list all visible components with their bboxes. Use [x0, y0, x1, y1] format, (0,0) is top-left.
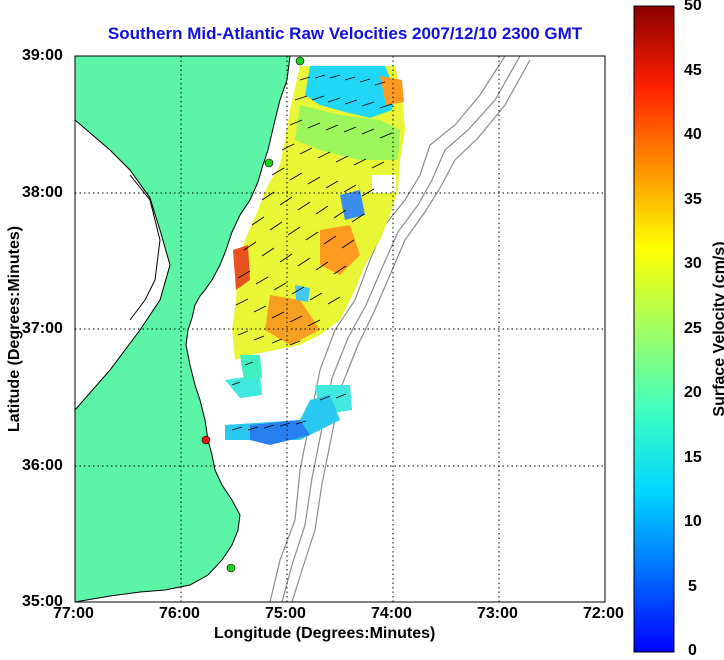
- colorbar-tick-label: 35: [684, 191, 702, 208]
- velocity-vectors: [231, 74, 393, 431]
- colorbar-tick-label: 50: [684, 0, 702, 14]
- colorbar-tick-label: 10: [684, 513, 702, 530]
- x-tick-label: 77:00: [53, 605, 94, 622]
- station-marker: [295, 56, 305, 66]
- colorbar-tick-label: 15: [684, 449, 702, 466]
- grid-lines: [75, 56, 605, 602]
- colorbar-tick-label: 30: [684, 255, 702, 272]
- x-tick-label: 72:00: [583, 605, 624, 622]
- x-tick-label: 75:00: [265, 605, 306, 622]
- station-marker: [201, 435, 211, 445]
- colorbar-label: Surface Velocity (cm/s): [711, 241, 724, 417]
- colorbar-tick-label: 5: [688, 578, 697, 595]
- bathymetry-contours: [269, 56, 531, 602]
- colorbar: [633, 5, 675, 653]
- colorbar-tick-label: 40: [684, 126, 702, 143]
- y-axis-label: Latitude (Degrees:Minutes): [6, 225, 23, 433]
- plot-frame: [74, 55, 606, 603]
- map-title: Southern Mid-Atlantic Raw Velocities 200…: [107, 24, 583, 43]
- y-tick-label: 37:00: [22, 320, 63, 337]
- x-tick-label: 76:00: [159, 605, 200, 622]
- colorbar-tick-label: 20: [684, 384, 702, 401]
- velocity-field: [225, 66, 405, 445]
- station-marker: [226, 563, 236, 573]
- colorbar-tick-label: 25: [684, 320, 702, 337]
- x-tick-label: 73:00: [477, 605, 518, 622]
- station-marker: [264, 158, 274, 168]
- x-axis-label: Longitude (Degrees:Minutes): [214, 625, 436, 642]
- x-tick-label: 74:00: [371, 605, 412, 622]
- y-tick-label: 38:00: [22, 184, 63, 201]
- y-tick-label: 35:00: [22, 593, 63, 610]
- colorbar-tick-label: 45: [684, 62, 702, 79]
- y-tick-label: 36:00: [22, 457, 63, 474]
- colorbar-tick-label: 0: [688, 642, 697, 659]
- bay-inlet: [129, 174, 161, 321]
- y-tick-label: 39:00: [22, 47, 63, 64]
- land-mass: [75, 56, 291, 602]
